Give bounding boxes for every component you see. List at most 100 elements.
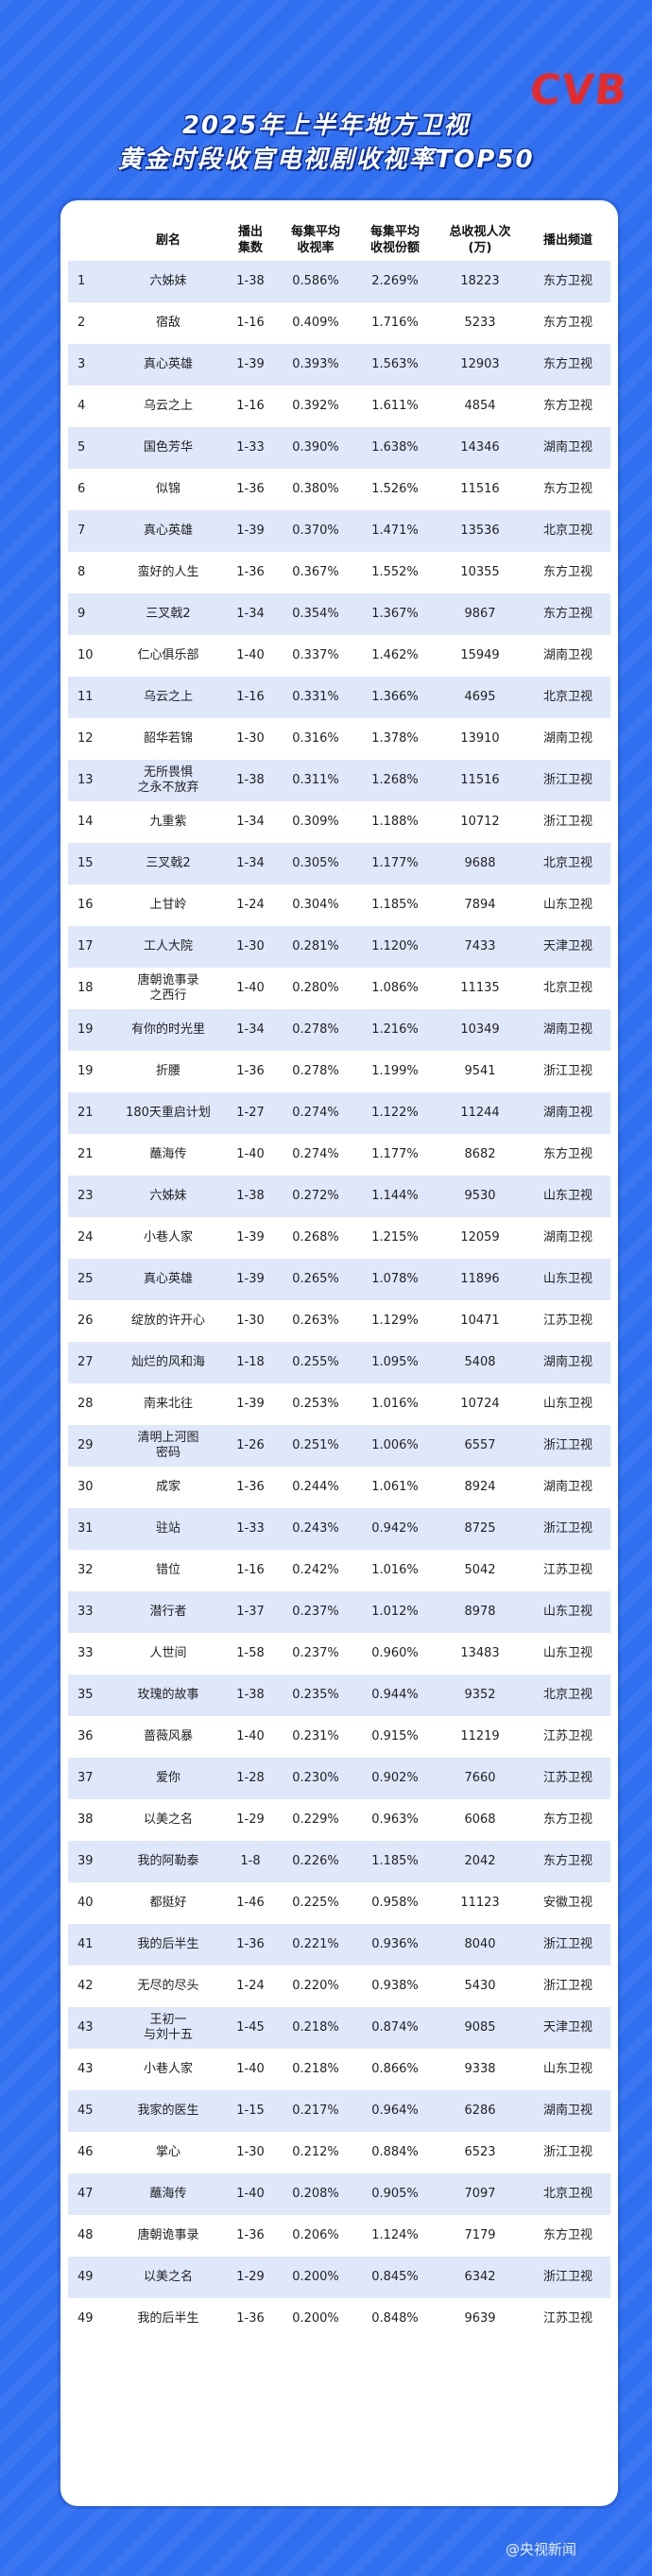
header-episodes: 播出 集数 bbox=[237, 225, 263, 255]
title-cell: 三叉戟2 bbox=[112, 593, 225, 635]
rank-cell: 40 bbox=[68, 1882, 112, 1924]
avg-share-cell: 1.078% bbox=[355, 1259, 435, 1300]
total-viewers-cell: 6286 bbox=[435, 2090, 525, 2132]
rank-cell: 1 bbox=[68, 261, 112, 302]
channel-cell: 北京卫视 bbox=[525, 968, 610, 1009]
episodes-cell: 1-8 bbox=[225, 1841, 276, 1882]
total-viewers-cell: 4695 bbox=[435, 677, 525, 718]
episodes-cell: 1-15 bbox=[225, 2090, 276, 2132]
rank-cell: 10 bbox=[68, 635, 112, 677]
total-viewers-cell: 6342 bbox=[435, 2257, 525, 2298]
avg-rating-cell: 0.244% bbox=[276, 1467, 355, 1508]
avg-rating-cell: 0.278% bbox=[276, 1009, 355, 1051]
avg-rating-cell: 0.220% bbox=[276, 1966, 355, 2007]
avg-rating-cell: 0.251% bbox=[276, 1425, 355, 1467]
episodes-cell: 1-36 bbox=[225, 1467, 276, 1508]
avg-share-cell: 0.960% bbox=[355, 1633, 435, 1674]
episodes-cell: 1-39 bbox=[225, 510, 276, 552]
rank-cell: 33 bbox=[68, 1591, 112, 1633]
rank-cell: 29 bbox=[68, 1425, 112, 1467]
title-cell: 折腰 bbox=[112, 1051, 225, 1092]
title-cell: 真心英雄 bbox=[112, 510, 225, 552]
rank-cell: 35 bbox=[68, 1674, 112, 1716]
rank-cell: 16 bbox=[68, 884, 112, 926]
title-cell: 三叉戟2 bbox=[112, 843, 225, 884]
channel-cell: 北京卫视 bbox=[525, 510, 610, 552]
total-viewers-cell: 9085 bbox=[435, 2007, 525, 2049]
channel-cell: 北京卫视 bbox=[525, 677, 610, 718]
avg-rating-cell: 0.586% bbox=[276, 261, 355, 302]
episodes-cell: 1-29 bbox=[225, 1799, 276, 1841]
avg-rating-cell: 0.206% bbox=[276, 2215, 355, 2257]
episodes-cell: 1-16 bbox=[225, 386, 276, 427]
table-row: 17 工人大院 1-30 0.281% 1.120% 7433 天津卫视 bbox=[68, 926, 610, 968]
total-viewers-cell: 9338 bbox=[435, 2049, 525, 2090]
total-viewers-cell: 9541 bbox=[435, 1051, 525, 1092]
episodes-cell: 1-24 bbox=[225, 884, 276, 926]
table-row: 32 错位 1-16 0.242% 1.016% 5042 江苏卫视 bbox=[68, 1550, 610, 1591]
channel-cell: 浙江卫视 bbox=[525, 2132, 610, 2173]
channel-cell: 浙江卫视 bbox=[525, 760, 610, 801]
rank-cell: 14 bbox=[68, 801, 112, 843]
avg-share-cell: 0.845% bbox=[355, 2257, 435, 2298]
episodes-cell: 1-40 bbox=[225, 2173, 276, 2215]
episodes-cell: 1-36 bbox=[225, 1051, 276, 1092]
channel-cell: 湖南卫视 bbox=[525, 635, 610, 677]
table-row: 19 折腰 1-36 0.278% 1.199% 9541 浙江卫视 bbox=[68, 1051, 610, 1092]
rank-cell: 5 bbox=[68, 427, 112, 469]
avg-rating-cell: 0.263% bbox=[276, 1300, 355, 1342]
title-cell: 真心英雄 bbox=[112, 344, 225, 386]
channel-cell: 东方卫视 bbox=[525, 1799, 610, 1841]
total-viewers-cell: 6068 bbox=[435, 1799, 525, 1841]
rank-cell: 13 bbox=[68, 760, 112, 801]
table-row: 35 玫瑰的故事 1-38 0.235% 0.944% 9352 北京卫视 bbox=[68, 1674, 610, 1716]
channel-cell: 江苏卫视 bbox=[525, 1550, 610, 1591]
channel-cell: 天津卫视 bbox=[525, 926, 610, 968]
avg-share-cell: 0.866% bbox=[355, 2049, 435, 2090]
total-viewers-cell: 8040 bbox=[435, 1924, 525, 1966]
total-viewers-cell: 9530 bbox=[435, 1176, 525, 1217]
rank-cell: 23 bbox=[68, 1176, 112, 1217]
total-viewers-cell: 7894 bbox=[435, 884, 525, 926]
title-cell: 国色芳华 bbox=[112, 427, 225, 469]
channel-cell: 东方卫视 bbox=[525, 2215, 610, 2257]
table-row: 5 国色芳华 1-33 0.390% 1.638% 14346 湖南卫视 bbox=[68, 427, 610, 469]
channel-cell: 浙江卫视 bbox=[525, 801, 610, 843]
episodes-cell: 1-37 bbox=[225, 1591, 276, 1633]
episodes-cell: 1-36 bbox=[225, 2215, 276, 2257]
table-body: 1 六姊妹 1-38 0.586% 2.269% 18223 东方卫视 2 宿敌 1-16 0.40… bbox=[68, 261, 610, 2340]
rank-cell: 8 bbox=[68, 552, 112, 593]
total-viewers-cell: 8924 bbox=[435, 1467, 525, 1508]
avg-rating-cell: 0.265% bbox=[276, 1259, 355, 1300]
avg-share-cell: 0.938% bbox=[355, 1966, 435, 2007]
title-cell: 人世间 bbox=[112, 1633, 225, 1674]
title-cell: 真心英雄 bbox=[112, 1259, 225, 1300]
title-cell: 潜行者 bbox=[112, 1591, 225, 1633]
avg-rating-cell: 0.200% bbox=[276, 2257, 355, 2298]
table-row: 6 似锦 1-36 0.380% 1.526% 11516 东方卫视 bbox=[68, 469, 610, 510]
header-channel: 播出频道 bbox=[542, 232, 592, 248]
table-row: 25 真心英雄 1-39 0.265% 1.078% 11896 山东卫视 bbox=[68, 1259, 610, 1300]
avg-share-cell: 1.129% bbox=[355, 1300, 435, 1342]
table-row: 9 三叉戟2 1-34 0.354% 1.367% 9867 东方卫视 bbox=[68, 593, 610, 635]
table-row: 49 以美之名 1-29 0.200% 0.845% 6342 浙江卫视 bbox=[68, 2257, 610, 2298]
avg-share-cell: 0.884% bbox=[355, 2132, 435, 2173]
episodes-cell: 1-39 bbox=[225, 1217, 276, 1259]
avg-rating-cell: 0.367% bbox=[276, 552, 355, 593]
avg-share-cell: 0.964% bbox=[355, 2090, 435, 2132]
avg-share-cell: 1.016% bbox=[355, 1550, 435, 1591]
avg-rating-cell: 0.268% bbox=[276, 1217, 355, 1259]
episodes-cell: 1-16 bbox=[225, 677, 276, 718]
table-row: 19 有你的时光里 1-34 0.278% 1.216% 10349 湖南卫视 bbox=[68, 1009, 610, 1051]
rank-cell: 37 bbox=[68, 1758, 112, 1799]
rank-cell: 24 bbox=[68, 1217, 112, 1259]
title-cell: 小巷人家 bbox=[112, 1217, 225, 1259]
table-row: 16 上甘岭 1-24 0.304% 1.185% 7894 山东卫视 bbox=[68, 884, 610, 926]
channel-cell: 江苏卫视 bbox=[525, 1716, 610, 1758]
title-cell: 成家 bbox=[112, 1467, 225, 1508]
avg-share-cell: 1.095% bbox=[355, 1342, 435, 1383]
episodes-cell: 1-38 bbox=[225, 261, 276, 302]
title-cell: 王初一 与刘十五 bbox=[112, 2007, 225, 2049]
episodes-cell: 1-16 bbox=[225, 1550, 276, 1591]
rank-cell: 36 bbox=[68, 1716, 112, 1758]
